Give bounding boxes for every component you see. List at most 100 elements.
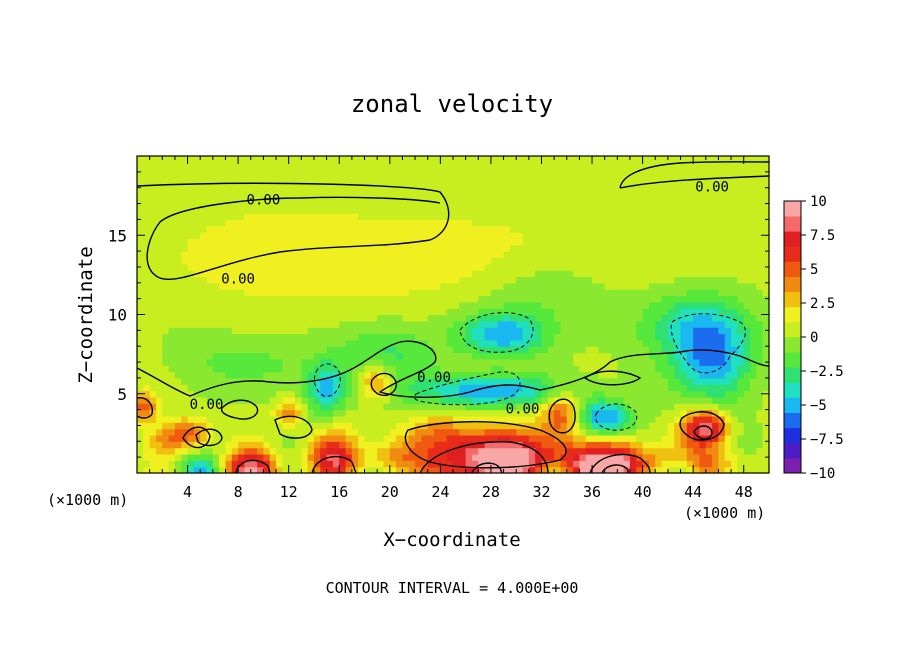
- heatmap-cell: [724, 200, 732, 208]
- heatmap-cell: [181, 441, 189, 449]
- heatmap-cell: [541, 156, 549, 163]
- heatmap-cell: [667, 263, 675, 271]
- heatmap-cell: [573, 206, 580, 214]
- heatmap-cell: [623, 396, 631, 404]
- heatmap-cell: [522, 320, 530, 328]
- heatmap-cell: [313, 428, 321, 436]
- heatmap-cell: [560, 346, 568, 354]
- heatmap-cell: [295, 466, 302, 474]
- heatmap-cell: [427, 453, 435, 461]
- heatmap-cell: [212, 162, 220, 170]
- heatmap-cell: [313, 466, 321, 474]
- heatmap-cell: [573, 352, 580, 360]
- heatmap-cell: [269, 371, 277, 379]
- heatmap-cell: [680, 282, 688, 290]
- heatmap-cell: [364, 441, 372, 449]
- heatmap-cell: [212, 409, 220, 417]
- heatmap-cell: [459, 187, 467, 195]
- heatmap-cell: [143, 225, 151, 233]
- heatmap-cell: [301, 434, 309, 442]
- heatmap-cell: [737, 263, 745, 271]
- heatmap-cell: [446, 320, 454, 328]
- heatmap-cell: [162, 251, 170, 259]
- heatmap-cell: [718, 187, 726, 195]
- heatmap-cell: [743, 156, 751, 163]
- heatmap-cell: [528, 200, 536, 208]
- heatmap-cell: [731, 295, 738, 303]
- heatmap-cell: [238, 168, 246, 176]
- heatmap-cell: [598, 270, 606, 278]
- heatmap-cell: [137, 270, 144, 278]
- heatmap-cell: [598, 396, 606, 404]
- heatmap-cell: [623, 270, 631, 278]
- heatmap-cell: [351, 365, 359, 373]
- heatmap-cell: [693, 289, 701, 297]
- heatmap-cell: [155, 194, 163, 201]
- heatmap-cell: [351, 339, 359, 347]
- heatmap-cell: [636, 403, 644, 411]
- heatmap-cell: [459, 358, 467, 366]
- heatmap-cell: [661, 295, 669, 303]
- heatmap-cell: [699, 257, 707, 265]
- heatmap-cell: [295, 232, 302, 240]
- heatmap-cell: [674, 232, 682, 240]
- heatmap-cell: [737, 384, 745, 392]
- heatmap-cell: [718, 447, 726, 455]
- heatmap-cell: [282, 282, 290, 290]
- heatmap-cell: [554, 295, 562, 303]
- heatmap-cell: [471, 377, 479, 385]
- heatmap-cell: [756, 257, 764, 265]
- heatmap-cell: [231, 301, 239, 309]
- heatmap-cell: [623, 219, 631, 227]
- heatmap-cell: [629, 251, 637, 259]
- heatmap-cell: [301, 447, 309, 455]
- heatmap-cell: [598, 403, 606, 411]
- heatmap-cell: [528, 225, 536, 233]
- heatmap-cell: [629, 257, 637, 265]
- heatmap-cell: [402, 257, 410, 265]
- heatmap-cell: [377, 434, 385, 442]
- heatmap-cell: [617, 225, 625, 233]
- heatmap-cell: [377, 403, 385, 411]
- heatmap-cell: [478, 295, 486, 303]
- heatmap-cell: [541, 187, 549, 195]
- heatmap-cell: [421, 384, 429, 392]
- heatmap-cell: [206, 263, 214, 271]
- heatmap-cell: [269, 213, 277, 220]
- heatmap-cell: [225, 333, 233, 341]
- heatmap-cell: [478, 453, 486, 461]
- heatmap-cell: [617, 213, 625, 220]
- heatmap-cell: [440, 346, 448, 354]
- heatmap-cell: [724, 289, 732, 297]
- heatmap-cell: [408, 339, 416, 347]
- heatmap-cell: [446, 365, 454, 373]
- heatmap-cell: [295, 339, 302, 347]
- heatmap-cell: [453, 295, 460, 303]
- heatmap-cell: [408, 289, 416, 297]
- heatmap-cell: [155, 441, 163, 449]
- heatmap-cell: [453, 270, 460, 278]
- heatmap-cell: [155, 320, 163, 328]
- heatmap-cell: [604, 358, 612, 366]
- heatmap-cell: [155, 308, 163, 316]
- heatmap-cell: [629, 339, 637, 347]
- heatmap-cell: [415, 396, 422, 404]
- heatmap-cell: [509, 441, 517, 449]
- heatmap-cell: [453, 365, 460, 373]
- heatmap-cell: [453, 308, 460, 316]
- heatmap-cell: [408, 187, 416, 195]
- heatmap-cell: [484, 168, 492, 176]
- heatmap-cell: [162, 434, 170, 442]
- heatmap-cell: [149, 396, 157, 404]
- heatmap-cell: [225, 308, 233, 316]
- heatmap-cell: [522, 358, 530, 366]
- heatmap-cell: [642, 194, 650, 201]
- heatmap-cell: [743, 213, 751, 220]
- heatmap-cell: [162, 162, 170, 170]
- heatmap-cell: [193, 181, 201, 189]
- heatmap-cell: [642, 282, 650, 290]
- heatmap-cell: [731, 206, 738, 214]
- heatmap-cell: [162, 403, 170, 411]
- heatmap-cell: [276, 276, 283, 284]
- heatmap-cell: [238, 206, 246, 214]
